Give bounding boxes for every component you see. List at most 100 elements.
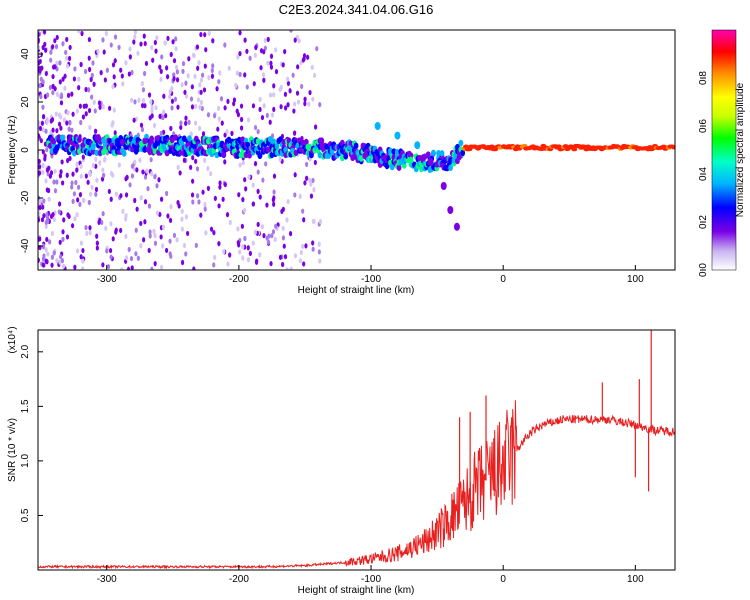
noise-speckle	[153, 233, 157, 239]
noise-speckle	[138, 157, 142, 163]
noise-speckle	[60, 258, 65, 264]
noise-speckle	[300, 83, 304, 90]
noise-speckle	[55, 34, 59, 41]
noise-speckle	[134, 227, 138, 233]
noise-speckle	[199, 212, 203, 218]
noise-speckle	[59, 125, 63, 131]
noise-speckle	[133, 99, 137, 105]
noise-speckle	[223, 181, 227, 188]
noise-speckle	[141, 169, 145, 175]
noise-speckle	[165, 65, 169, 71]
snr-y-multiplier: (x10⁴)	[7, 326, 18, 353]
noise-speckle	[236, 240, 240, 246]
noise-speckle	[210, 73, 215, 79]
noise-speckle	[42, 213, 46, 219]
noise-speckle	[124, 255, 129, 261]
noise-speckle	[243, 177, 247, 183]
noise-speckle	[88, 170, 92, 176]
noise-speckle	[298, 258, 303, 264]
noise-speckle	[239, 116, 244, 123]
noise-speckle	[317, 241, 321, 247]
noise-speckle	[232, 97, 237, 103]
noise-speckle	[318, 218, 323, 225]
noise-speckle	[197, 125, 202, 131]
noise-speckle	[254, 259, 259, 265]
noise-speckle	[204, 47, 208, 53]
noise-speckle	[296, 64, 300, 70]
ridge-cell	[353, 142, 359, 149]
noise-speckle	[109, 254, 113, 260]
noise-speckle	[95, 233, 99, 239]
ridge-cell	[94, 149, 100, 156]
noise-speckle	[178, 170, 182, 176]
noise-speckle	[161, 109, 166, 115]
noise-speckle	[169, 204, 173, 210]
noise-speckle	[55, 257, 59, 264]
noise-speckle	[251, 240, 255, 246]
noise-speckle	[301, 208, 305, 214]
noise-speckle	[194, 120, 198, 126]
noise-speckle	[162, 93, 166, 99]
noise-speckle	[159, 68, 163, 74]
noise-speckle	[143, 103, 147, 109]
noise-speckle	[253, 52, 257, 58]
noise-speckle	[121, 81, 125, 87]
noise-speckle	[153, 39, 157, 46]
noise-speckle	[41, 104, 45, 110]
noise-speckle	[50, 230, 55, 237]
noise-speckle	[59, 100, 64, 106]
noise-speckle	[139, 220, 143, 227]
noise-speckle	[273, 236, 277, 243]
ridge-cell	[257, 152, 263, 159]
noise-speckle	[70, 127, 74, 133]
noise-speckle	[45, 92, 50, 98]
noise-speckle	[142, 70, 147, 77]
noise-speckle	[269, 60, 273, 66]
noise-speckle	[283, 48, 287, 55]
noise-speckle	[191, 52, 196, 58]
noise-speckle	[247, 174, 251, 180]
noise-speckle	[140, 102, 145, 109]
colorbar: 0.0 0.2 0.4 0.6 0.8 Normalized spectral ampl…	[698, 29, 746, 277]
noise-speckle	[114, 191, 119, 197]
noise-speckle	[238, 30, 242, 36]
noise-speckle	[220, 120, 224, 126]
noise-speckle	[158, 211, 162, 218]
noise-speckle	[97, 100, 102, 106]
noise-speckle	[234, 82, 238, 88]
noise-speckle	[150, 45, 154, 51]
noise-speckle	[256, 129, 260, 135]
noise-speckle	[286, 102, 290, 108]
noise-speckle	[258, 106, 262, 113]
noise-speckle	[261, 72, 266, 78]
noise-speckle	[251, 182, 255, 188]
noise-speckle	[310, 64, 314, 70]
noise-speckle	[61, 229, 65, 235]
noise-speckle	[61, 263, 66, 269]
noise-speckle	[92, 99, 96, 105]
noise-speckle	[260, 224, 264, 230]
noise-speckle	[190, 104, 195, 110]
noise-speckle	[70, 223, 75, 229]
noise-speckle	[166, 35, 170, 41]
ridge-cell	[389, 163, 395, 171]
branch-cell	[440, 182, 447, 190]
noise-speckle	[134, 251, 138, 257]
noise-speckle	[53, 168, 57, 174]
noise-speckle	[39, 138, 43, 144]
noise-speckle	[86, 179, 90, 185]
noise-speckle	[95, 240, 99, 246]
noise-speckle	[302, 53, 307, 59]
noise-speckle	[293, 37, 297, 43]
noise-speckle	[98, 160, 102, 166]
noise-speckle	[187, 119, 191, 125]
noise-speckle	[312, 218, 316, 225]
noise-speckle	[64, 49, 68, 56]
noise-speckle	[196, 193, 200, 199]
noise-speckle	[141, 87, 146, 93]
noise-speckle	[203, 157, 207, 163]
noise-speckle	[65, 63, 70, 69]
noise-speckle	[256, 221, 260, 228]
noise-speckle	[103, 156, 107, 162]
